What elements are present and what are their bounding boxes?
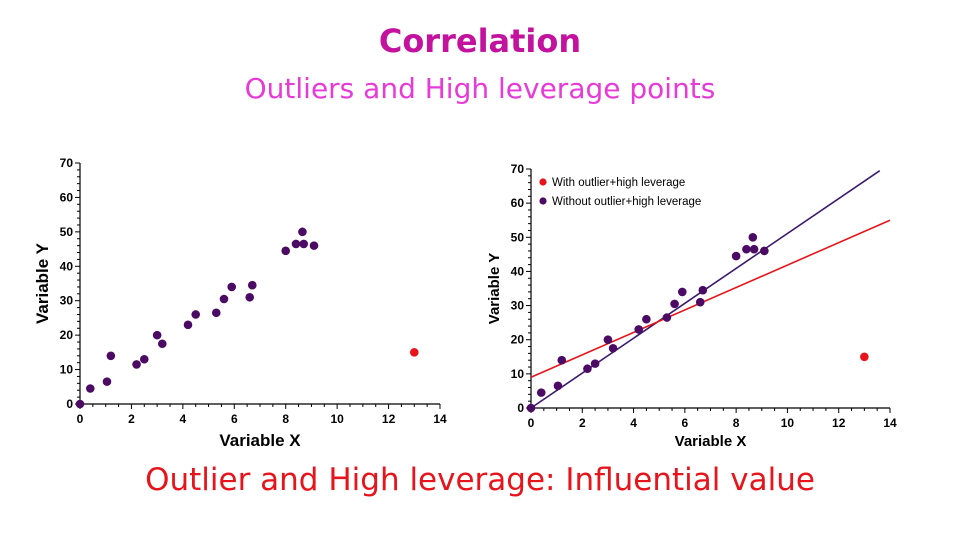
left-y-tick-label: 40 [60,259,74,273]
left-y-tick-label: 50 [60,225,74,239]
left-data-point [211,308,221,318]
right-data-point [583,364,592,374]
left-x-tick-label: 8 [282,412,289,426]
right-data-point [677,287,687,297]
right-fit-line [530,219,891,379]
right-data-point [698,285,708,295]
left-data-point [409,348,419,357]
right-data-point [590,359,600,368]
left-y-tick-label: 30 [60,294,74,308]
right-x-tick-label: 12 [832,416,846,430]
right-data-point [749,244,759,254]
left-data-point [132,360,141,369]
right-x-tick-label: 4 [630,416,637,430]
right-y-tick-label: 60 [511,196,525,210]
left-data-point [85,384,95,393]
left-y-tick-label: 70 [60,156,74,170]
left-data-point [299,239,309,249]
right-data-point [731,251,741,261]
left-x-tick-label: 14 [433,412,447,426]
right-data-point [695,297,705,307]
right-x-tick-label: 8 [733,416,740,430]
right-data-point [526,403,536,413]
left-data-point [139,354,149,364]
right-data-point [608,343,618,353]
right-data-point [748,232,758,242]
left-y-axis-label: Variable Y [33,242,52,324]
right-legend-label: Without outlier+high leverage [552,196,701,208]
right-y-tick-label: 10 [511,367,525,381]
left-data-point [281,246,291,256]
page-subtitle: Outliers and High leverage points [244,72,716,105]
right-data-point [670,299,679,309]
left-x-tick-label: 4 [180,412,187,426]
scatter-chart-left: 0 2 4 6 8 10 12 14 0 10 20 30 40 50 60 70 Variable X Vari… [33,156,447,450]
right-data-point [557,355,567,365]
right-data-point [536,388,546,397]
page-title: Correlation [378,22,582,60]
right-y-tick-label: 30 [511,299,525,313]
right-x-tick-label: 0 [528,416,535,430]
left-data-point [106,351,116,361]
right-y-axis-label: Variable Y [486,253,503,324]
left-data-point [247,280,257,290]
left-data-point [75,399,85,409]
left-y-tick-label: 10 [60,363,74,377]
left-data-point [157,339,167,349]
right-data-point [860,352,869,362]
left-x-tick-label: 12 [382,412,396,426]
left-y-tick-label: 60 [60,190,74,204]
right-data-point [760,246,769,256]
right-x-axis-label: Variable X [675,433,747,450]
right-data-point [634,325,643,334]
right-data-point [742,244,751,254]
scatter-chart-right: 0 2 4 6 8 10 12 14 0 10 20 30 40 50 60 70 Variable X Vari… [486,162,897,450]
right-legend-label: With outlier+high leverage [552,177,685,189]
right-x-tick-label: 2 [579,416,586,430]
left-y-tick-label: 0 [66,397,73,411]
left-y-tick-label: 20 [60,328,74,342]
right-y-tick-label: 40 [511,264,525,278]
right-data-point [603,335,613,345]
right-x-tick-label: 14 [883,416,897,430]
left-data-point [152,330,162,340]
right-data-point [553,381,563,391]
right-y-tick-label: 70 [511,162,525,176]
right-y-tick-label: 20 [511,333,525,347]
left-data-point [191,310,201,319]
left-x-axis-label: Variable X [219,431,301,450]
left-x-tick-label: 2 [128,412,135,426]
right-x-tick-label: 10 [781,416,795,430]
caption-text: Outlier and High leverage: Influential v… [145,462,815,498]
left-data-point [245,292,255,302]
right-y-tick-label: 50 [511,230,525,244]
left-x-tick-label: 0 [77,412,84,426]
left-data-point [227,282,237,292]
right-x-tick-label: 6 [682,416,689,430]
left-data-point [298,227,307,237]
left-data-point [102,377,112,386]
right-legend-marker [539,197,547,205]
right-data-point [662,313,672,322]
right-y-tick-label: 0 [517,401,524,415]
left-data-point [183,320,193,330]
right-legend-marker [539,178,547,186]
left-data-point [219,294,229,304]
left-x-tick-label: 6 [231,412,238,426]
left-data-point [291,239,301,249]
left-x-tick-label: 10 [330,412,344,426]
right-data-point [642,314,651,324]
left-data-point [309,241,319,250]
